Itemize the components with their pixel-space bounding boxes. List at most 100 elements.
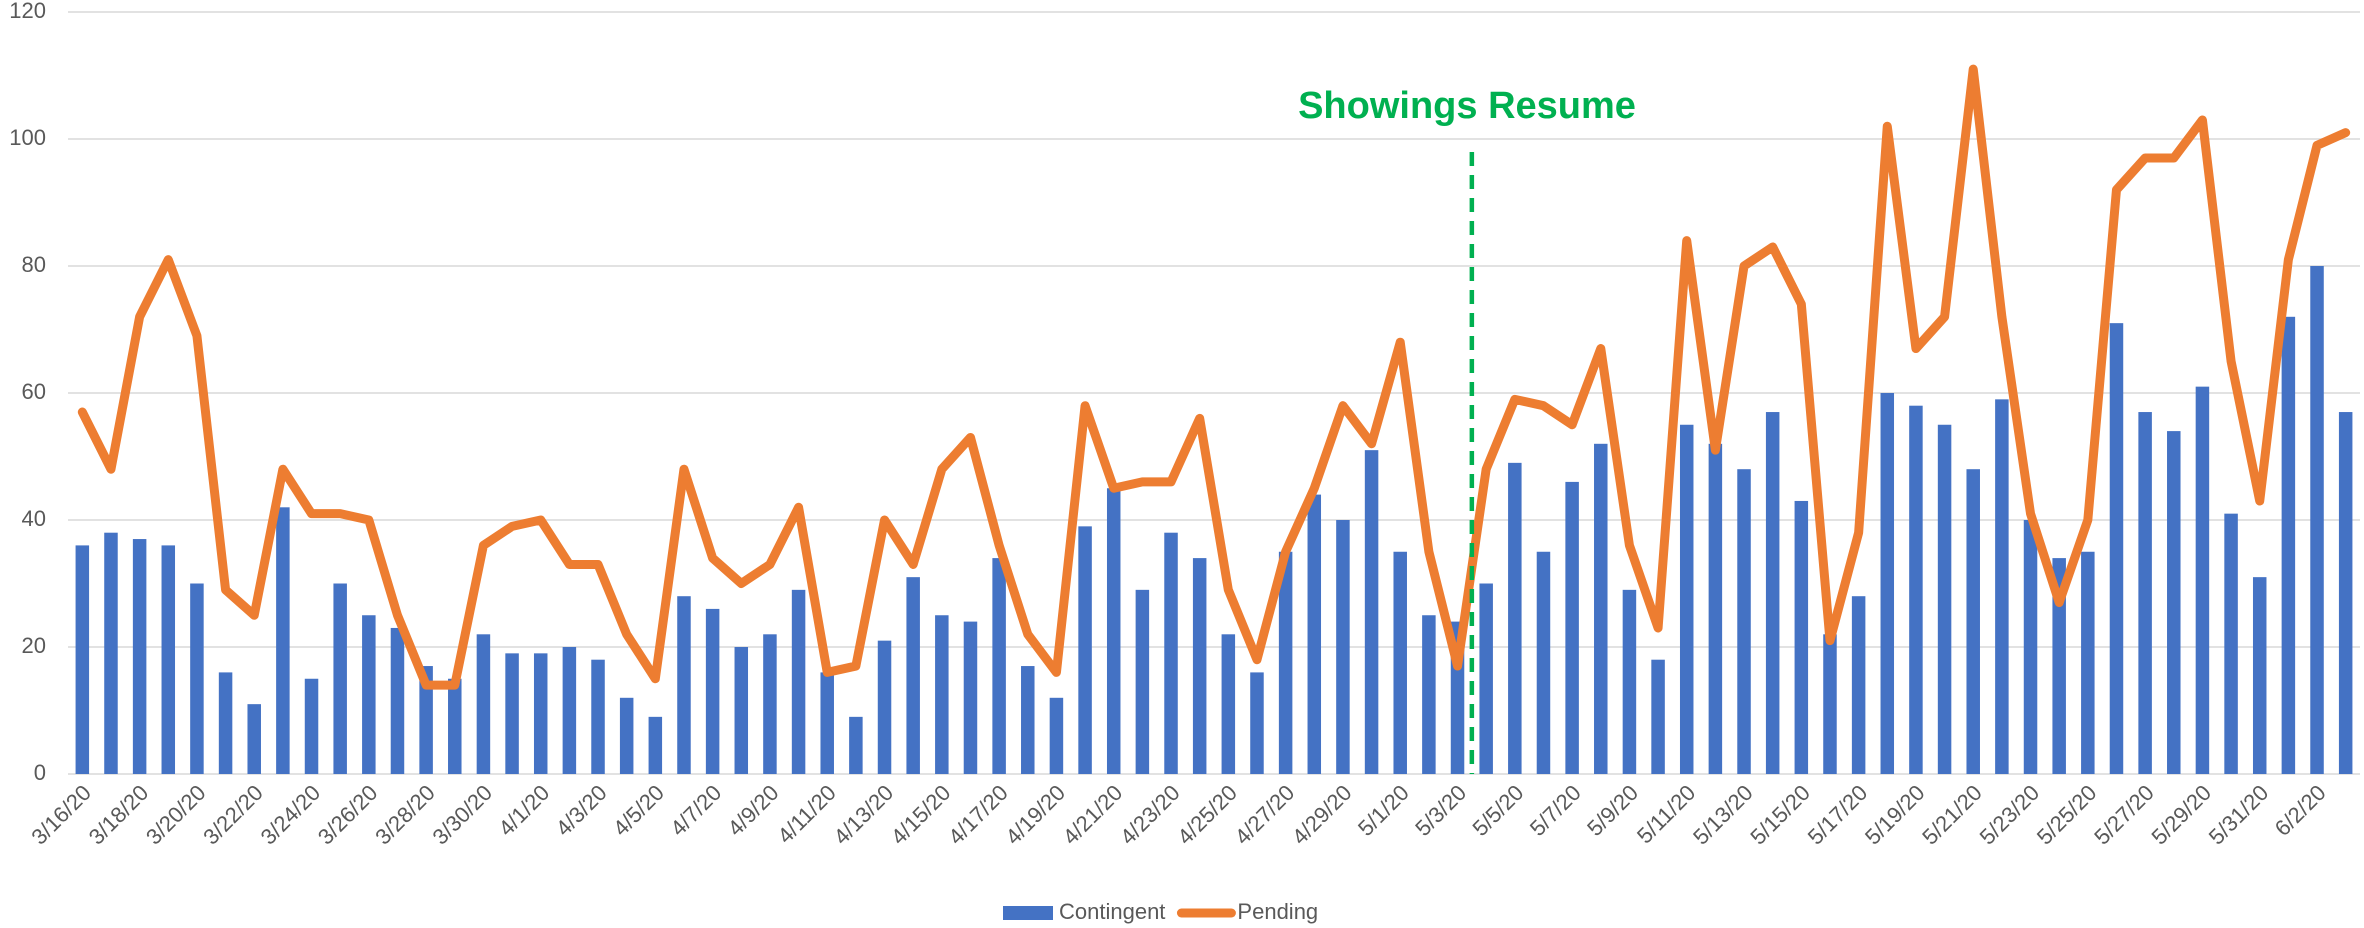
bar [104,532,118,774]
bar [2052,558,2066,774]
bar [877,640,892,774]
x-tick-label: 5/29/20 [2146,780,2216,850]
bar [820,672,834,774]
bar [1708,443,1723,774]
y-tick-label: 20 [22,633,46,658]
bar [276,507,290,774]
x-tick-label: 4/21/20 [1058,780,1128,850]
x-tick-label: 4/11/20 [772,780,840,848]
x-tick-label: 4/29/20 [1287,780,1357,850]
bar [1278,551,1293,774]
x-tick-label: 4/23/20 [1115,780,1185,850]
x-tick-label: 6/2/20 [2270,780,2331,841]
bar [2310,266,2324,774]
bar [2281,316,2296,774]
bar [190,583,204,774]
bar [1422,615,1436,774]
x-tick-label: 3/20/20 [141,780,211,850]
bar [1851,596,1866,774]
bar [1479,583,1493,774]
bar [1164,532,1178,774]
bar [2138,412,2152,774]
x-tick-label: 4/13/20 [829,780,899,850]
bar [1737,469,1751,774]
bar [2023,520,2038,774]
bar [1909,405,1923,774]
x-tick-label: 5/23/20 [1975,780,2045,850]
bar [247,704,261,774]
x-tick-label: 4/25/20 [1172,780,1242,850]
x-tick-label: 5/15/20 [1745,780,1815,850]
x-tick-label: 5/5/20 [1468,780,1529,841]
y-tick-label: 100 [9,125,46,150]
bar [1823,634,1837,774]
legend-swatch [1003,906,1053,920]
bar [333,583,347,774]
x-tick-label: 4/27/20 [1230,780,1300,850]
bar [1679,424,1694,774]
bar [1078,526,1092,774]
bar [1622,589,1637,774]
bar [1221,634,1236,774]
bar [1021,666,1035,774]
x-tick-label: 3/16/20 [26,780,96,850]
x-tick-label: 4/15/20 [886,780,956,850]
bar [1364,450,1379,774]
bar [419,666,433,774]
bar [1651,659,1665,774]
legend-label: Contingent [1059,899,1165,924]
bar [505,653,519,774]
x-tick-label: 4/1/20 [493,780,554,841]
bar [2252,577,2267,774]
x-tick-label: 4/17/20 [943,780,1013,850]
bar [448,678,462,774]
bar [677,596,691,774]
x-tick-label: 5/17/20 [1803,780,1873,850]
bar [1393,551,1407,774]
bar [1594,443,1608,774]
bar [1765,412,1780,774]
bar [2195,386,2210,774]
bar [1106,488,1121,774]
bar [218,672,233,774]
bar [935,615,949,774]
x-tick-label: 4/7/20 [665,780,726,841]
bar [1565,481,1579,774]
x-tick-label: 5/7/20 [1525,780,1586,841]
bar [2167,431,2181,774]
bar [1536,551,1551,774]
bar [1937,424,1952,774]
bar [1250,672,1264,774]
x-tick-label: 3/18/20 [84,780,154,850]
x-tick-label: 5/27/20 [2089,780,2159,850]
bar [390,627,405,774]
bar [992,558,1006,774]
bar [1336,520,1350,774]
y-tick-label: 40 [22,506,46,531]
x-tick-label: 4/19/20 [1000,780,1070,850]
bar [791,589,806,774]
bar [75,545,90,774]
bar [1307,494,1322,774]
x-tick-label: 3/30/20 [427,780,497,850]
bar [1794,500,1809,774]
bar [2109,323,2124,774]
y-tick-label: 60 [22,379,46,404]
y-tick-label: 0 [34,760,46,785]
bar [533,653,548,774]
x-tick-label: 3/24/20 [256,780,326,850]
bar [734,647,749,774]
y-tick-label: 80 [22,252,46,277]
legend-label: Pending [1237,899,1318,924]
bar [1192,558,1207,774]
bar [705,608,720,774]
bar [619,697,634,774]
bar [591,659,605,774]
bar [132,539,147,774]
bar [1966,469,1980,774]
x-tick-label: 5/19/20 [1860,780,1930,850]
bar [362,615,376,774]
line [77,64,2351,690]
x-tick-label: 5/1/20 [1353,780,1414,841]
x-tick-label: 5/31/20 [2204,780,2274,850]
